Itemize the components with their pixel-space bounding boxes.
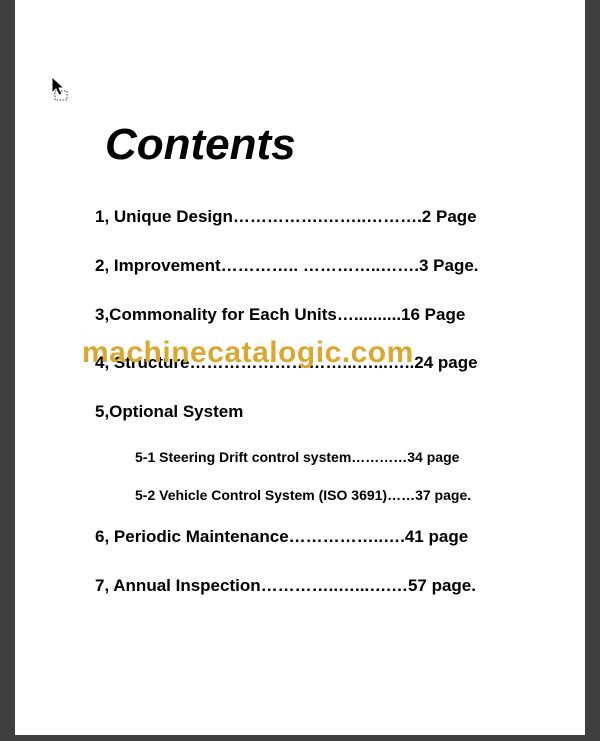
- document-page: machinecatalogic.com Contents 1, Unique …: [15, 0, 585, 735]
- toc-sub-5-1: 5-1 Steering Drift control system…………34 …: [135, 449, 515, 465]
- page-title: Contents: [105, 120, 515, 170]
- toc-sub-5-2: 5-2 Vehicle Control System (ISO 3691)……3…: [135, 487, 515, 503]
- toc-entry-6: 6, Periodic Maintenance……………..….41 page: [95, 525, 515, 549]
- content-area: Contents 1, Unique Design…………….……..……….2…: [15, 0, 585, 598]
- toc-entry-2: 2, Improvement………….. …………..…….3 Page.: [95, 254, 515, 278]
- toc-entry-7: 7, Annual Inspection…………..…...….…57 page…: [95, 574, 515, 598]
- watermark-text: machinecatalogic.com: [82, 336, 414, 370]
- toc-entry-3: 3,Commonality for Each Units…..........1…: [95, 303, 515, 327]
- toc-entry-5: 5,Optional System: [95, 400, 515, 424]
- toc-entry-1: 1, Unique Design…………….……..……….2 Page: [95, 205, 515, 229]
